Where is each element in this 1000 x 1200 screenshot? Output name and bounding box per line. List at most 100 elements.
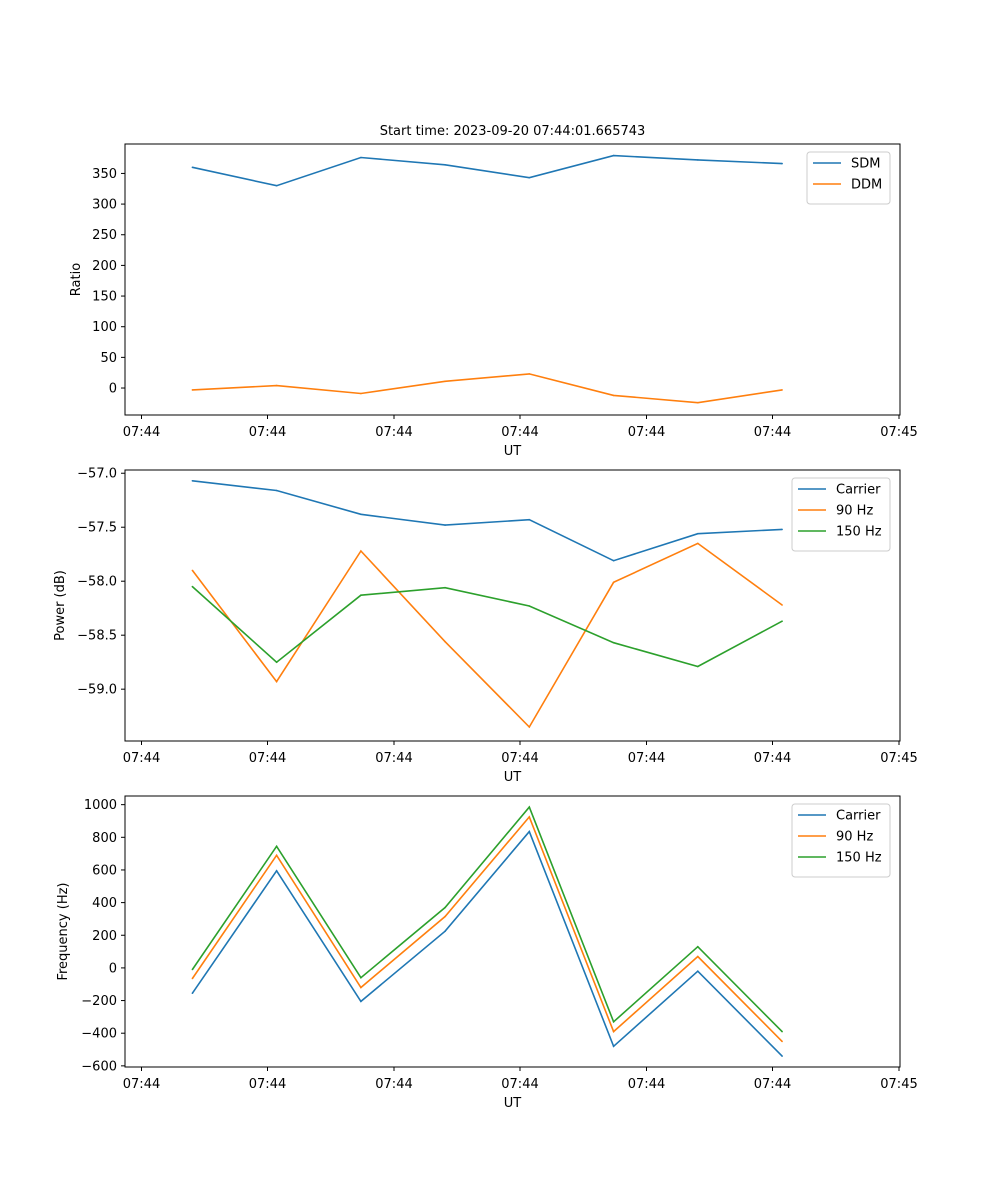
legend-label: 90 Hz [836,504,873,519]
y-tick-label: −58.5 [77,629,117,644]
data-point [191,389,194,391]
y-tick-label: 0 [109,382,117,397]
data-point [697,955,699,958]
data-point [191,166,194,169]
legend-frame [791,477,891,552]
x-tick-label: 07:44 [249,751,286,766]
data-point [191,968,194,971]
data-point [275,184,278,187]
data-point [781,389,783,391]
data-point [697,970,699,972]
data-point [781,1030,783,1033]
data-point [697,945,699,948]
x-tick-label: 07:44 [501,425,538,440]
y-tick-label: −57.5 [77,521,117,536]
data-point [191,480,194,482]
data-point [444,524,446,526]
legend-label: 150 Hz [836,851,882,866]
data-point [275,870,278,872]
data-point [275,854,278,857]
data-point [697,401,699,404]
data-point [528,806,531,808]
legend-label: Carrier [836,809,881,824]
data-point [612,1030,615,1033]
y-tick-label: −59.0 [77,683,117,698]
data-point [191,569,194,572]
x-axis-label: UT [504,1096,522,1111]
x-tick-label: 07:44 [628,751,665,766]
data-point [781,528,783,531]
legend-label: Carrier [836,483,881,498]
data-point [697,159,699,161]
data-point [275,661,278,663]
x-axis-label: UT [504,770,522,785]
data-point [444,930,446,932]
y-tick-label: 350 [92,167,117,182]
legend-label: SDM [851,157,880,172]
data-point [781,162,783,165]
y-tick-label: 1000 [84,798,117,813]
data-point [612,641,615,644]
x-tick-label: 07:44 [249,1077,286,1092]
data-point [444,906,446,909]
legend: SDM DDM [806,151,891,205]
data-point [697,665,699,668]
data-point [275,680,278,683]
y-tick-label: −200 [81,994,117,1009]
y-tick-label: 50 [100,351,117,366]
data-point [275,489,278,492]
x-tick-label: 07:44 [754,751,791,766]
data-point [612,154,615,157]
data-point [528,518,531,521]
x-tick-label: 07:44 [754,1077,791,1092]
data-point [191,585,194,588]
legend: Carrier 90 Hz 150 Hz [791,803,891,878]
y-axis-label: Power (dB) [53,570,68,641]
series-line-carrier [191,830,783,1057]
data-point [697,542,699,545]
y-tick-label: −58.0 [77,575,117,590]
series-line-sdm [192,154,783,187]
data-point [444,640,446,643]
legend-label: DDM [851,178,882,193]
subplot-1: 07:44 07:44 07:44 07:44 07:44 07:44 07:45 0 50 10… [69,143,918,459]
data-point [275,384,278,387]
y-tick-label: −600 [81,1059,117,1074]
data-point [612,1021,615,1023]
series-line-150-hz [191,805,783,1033]
y-tick-label: 200 [92,259,117,274]
x-tick-label: 07:44 [375,1077,412,1092]
data-point [697,532,699,535]
y-tick-label: 100 [92,320,117,335]
x-tick-label: 07:44 [501,751,538,766]
subplot-2: 07:44 07:44 07:44 07:44 07:44 07:44 07:45 −57.0… [53,467,918,785]
legend-frame [791,803,891,878]
data-point [528,605,531,607]
y-tick-label: −400 [81,1027,117,1042]
x-tick-label: 07:45 [880,751,917,766]
x-axis-label: UT [504,444,522,459]
data-point [781,1040,783,1043]
data-point [275,845,278,848]
y-tick-label: 600 [92,863,117,878]
x-tick-label: 07:44 [123,1077,160,1092]
data-point [360,594,362,596]
data-point [360,976,362,979]
legend: Carrier 90 Hz 150 Hz [791,477,891,552]
series-line-150-hz [191,586,783,668]
data-point [781,1055,783,1057]
data-point [360,156,362,159]
data-point [444,164,446,166]
data-point [360,550,362,552]
x-tick-label: 07:45 [880,425,917,440]
series-line-carrier [192,480,783,562]
data-point [191,977,194,980]
x-tick-label: 07:44 [375,751,412,766]
x-tick-label: 07:44 [123,425,160,440]
x-tick-label: 07:44 [375,425,412,440]
data-point [360,986,362,989]
x-tick-label: 07:44 [628,1077,665,1092]
y-tick-label: −57.0 [77,467,117,482]
chart-title: Start time: 2023-09-20 07:44:01.665743 [380,124,646,139]
data-point [781,620,783,622]
